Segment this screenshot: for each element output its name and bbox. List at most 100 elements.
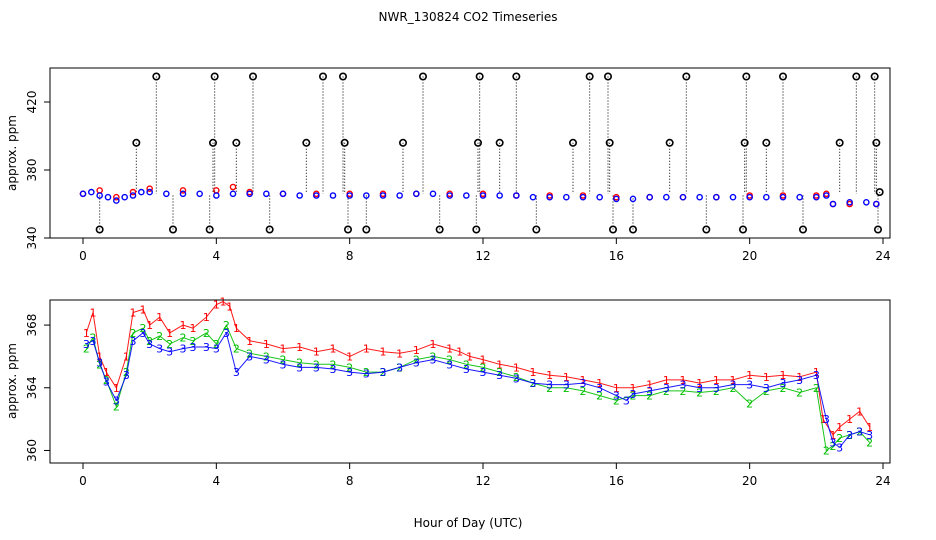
series-3-marker: 3 [90, 335, 97, 348]
flag-point [628, 225, 637, 234]
series-3-marker: 3 [563, 379, 570, 392]
series-1-marker: 1 [226, 300, 233, 313]
flag-point [318, 72, 327, 81]
series-2-marker: 2 [90, 332, 97, 345]
bottom-y-tick-label: 368 [25, 314, 39, 337]
series-1-marker: 1 [456, 346, 463, 359]
series-3-marker: 3 [530, 377, 537, 390]
flag-point [495, 138, 504, 147]
series-2-marker: 2 [446, 354, 453, 367]
flag-point [169, 225, 178, 234]
top-y-tick-label: 420 [25, 91, 39, 114]
top-x-tick-label: 16 [609, 249, 624, 263]
blue-series-point [713, 193, 720, 201]
series-2-marker: 2 [280, 354, 287, 367]
series-3-marker: 3 [613, 390, 620, 403]
bottom-x-tick-label: 4 [213, 474, 221, 488]
flag-point [473, 138, 482, 147]
bottom-y-tick-label: 360 [25, 439, 39, 462]
series-2-marker: 2 [413, 354, 420, 367]
series-2-marker: 2 [223, 319, 230, 332]
series-1-marker: 1 [123, 350, 130, 363]
series-3-marker: 3 [363, 368, 370, 381]
series-1-marker: 1 [446, 343, 453, 356]
series-1-line [85, 301, 871, 436]
series-2-marker: 2 [430, 350, 437, 363]
blue-series-point [496, 192, 503, 199]
series-1-marker: 1 [180, 319, 187, 332]
blue-series-point [129, 192, 137, 199]
series-1-marker: 1 [680, 374, 687, 387]
blue-series-point [296, 192, 303, 199]
top-y-tick-label: 380 [25, 159, 39, 182]
flag-point [798, 225, 807, 234]
blue-series-point [446, 192, 453, 199]
blue-series-point [213, 192, 220, 199]
series-3-marker: 3 [846, 429, 853, 442]
flag-point [302, 138, 311, 147]
series-1-marker: 1 [156, 311, 163, 324]
top-y-tick-label: 340 [25, 227, 39, 250]
series-3-marker: 3 [496, 369, 503, 382]
series-3-marker: 3 [156, 343, 163, 356]
series-2-marker: 2 [496, 366, 503, 379]
top-x-tick-label: 12 [475, 249, 490, 263]
blue-series-point [163, 190, 170, 198]
series-2-marker: 2 [96, 358, 103, 371]
series-3-marker: 3 [856, 426, 863, 439]
blue-series-point [729, 193, 737, 201]
blue-series-point [179, 190, 187, 198]
series-1-marker: 1 [480, 354, 487, 367]
series-2-marker: 2 [263, 350, 270, 363]
series-3-marker: 3 [730, 379, 737, 392]
series-3-marker: 3 [830, 437, 837, 450]
flag-point [209, 138, 218, 147]
series-1-marker: 1 [130, 307, 137, 320]
series-2-marker: 2 [246, 347, 253, 360]
series-1-marker: 1 [663, 374, 670, 387]
series-3-marker: 3 [96, 357, 103, 370]
flag-point [835, 138, 844, 147]
series-2-marker: 2 [513, 371, 520, 384]
series-2-marker: 2 [296, 357, 303, 370]
series-2-marker: 2 [83, 343, 90, 356]
series-3-marker: 3 [813, 369, 820, 382]
red-series-point [129, 188, 137, 196]
series-2-marker: 2 [130, 327, 137, 340]
series-3-marker: 3 [866, 429, 873, 442]
series-3-marker: 3 [796, 374, 803, 387]
series-3-marker: 3 [246, 350, 253, 363]
series-3-marker: 3 [746, 379, 753, 392]
flag-point [362, 225, 371, 234]
series-1-marker: 1 [233, 322, 240, 335]
blue-series-point [629, 195, 637, 203]
series-1-marker: 1 [866, 421, 873, 434]
series-2-marker: 2 [713, 385, 720, 398]
series-2-marker: 2 [836, 432, 843, 445]
blue-series-point [429, 190, 437, 198]
series-2-marker: 2 [830, 440, 837, 453]
series-3-marker: 3 [623, 394, 630, 407]
series-1-marker: 1 [203, 311, 210, 324]
series-3-marker: 3 [83, 338, 90, 351]
series-3-marker: 3 [213, 343, 220, 356]
blue-series-point [463, 192, 470, 199]
flag-point [870, 72, 879, 81]
series-2-marker: 2 [796, 386, 803, 399]
blue-series-point [279, 190, 287, 198]
series-3-marker: 3 [296, 361, 303, 374]
bottom-x-tick-label: 12 [475, 474, 490, 488]
series-2-marker: 2 [233, 343, 240, 356]
blue-series-point [863, 198, 870, 206]
series-1-marker: 1 [396, 347, 403, 360]
series-1-marker: 1 [103, 366, 110, 379]
flag-point [682, 72, 691, 81]
bottom-x-tick-label: 16 [609, 474, 624, 488]
blue-series-point [823, 192, 830, 199]
blue-series-point [696, 193, 703, 201]
series-3-marker: 3 [190, 341, 197, 354]
series-2-marker: 2 [746, 397, 753, 410]
series-1-marker: 1 [96, 350, 103, 363]
flag-point [232, 138, 241, 147]
series-2-marker: 2 [663, 385, 670, 398]
